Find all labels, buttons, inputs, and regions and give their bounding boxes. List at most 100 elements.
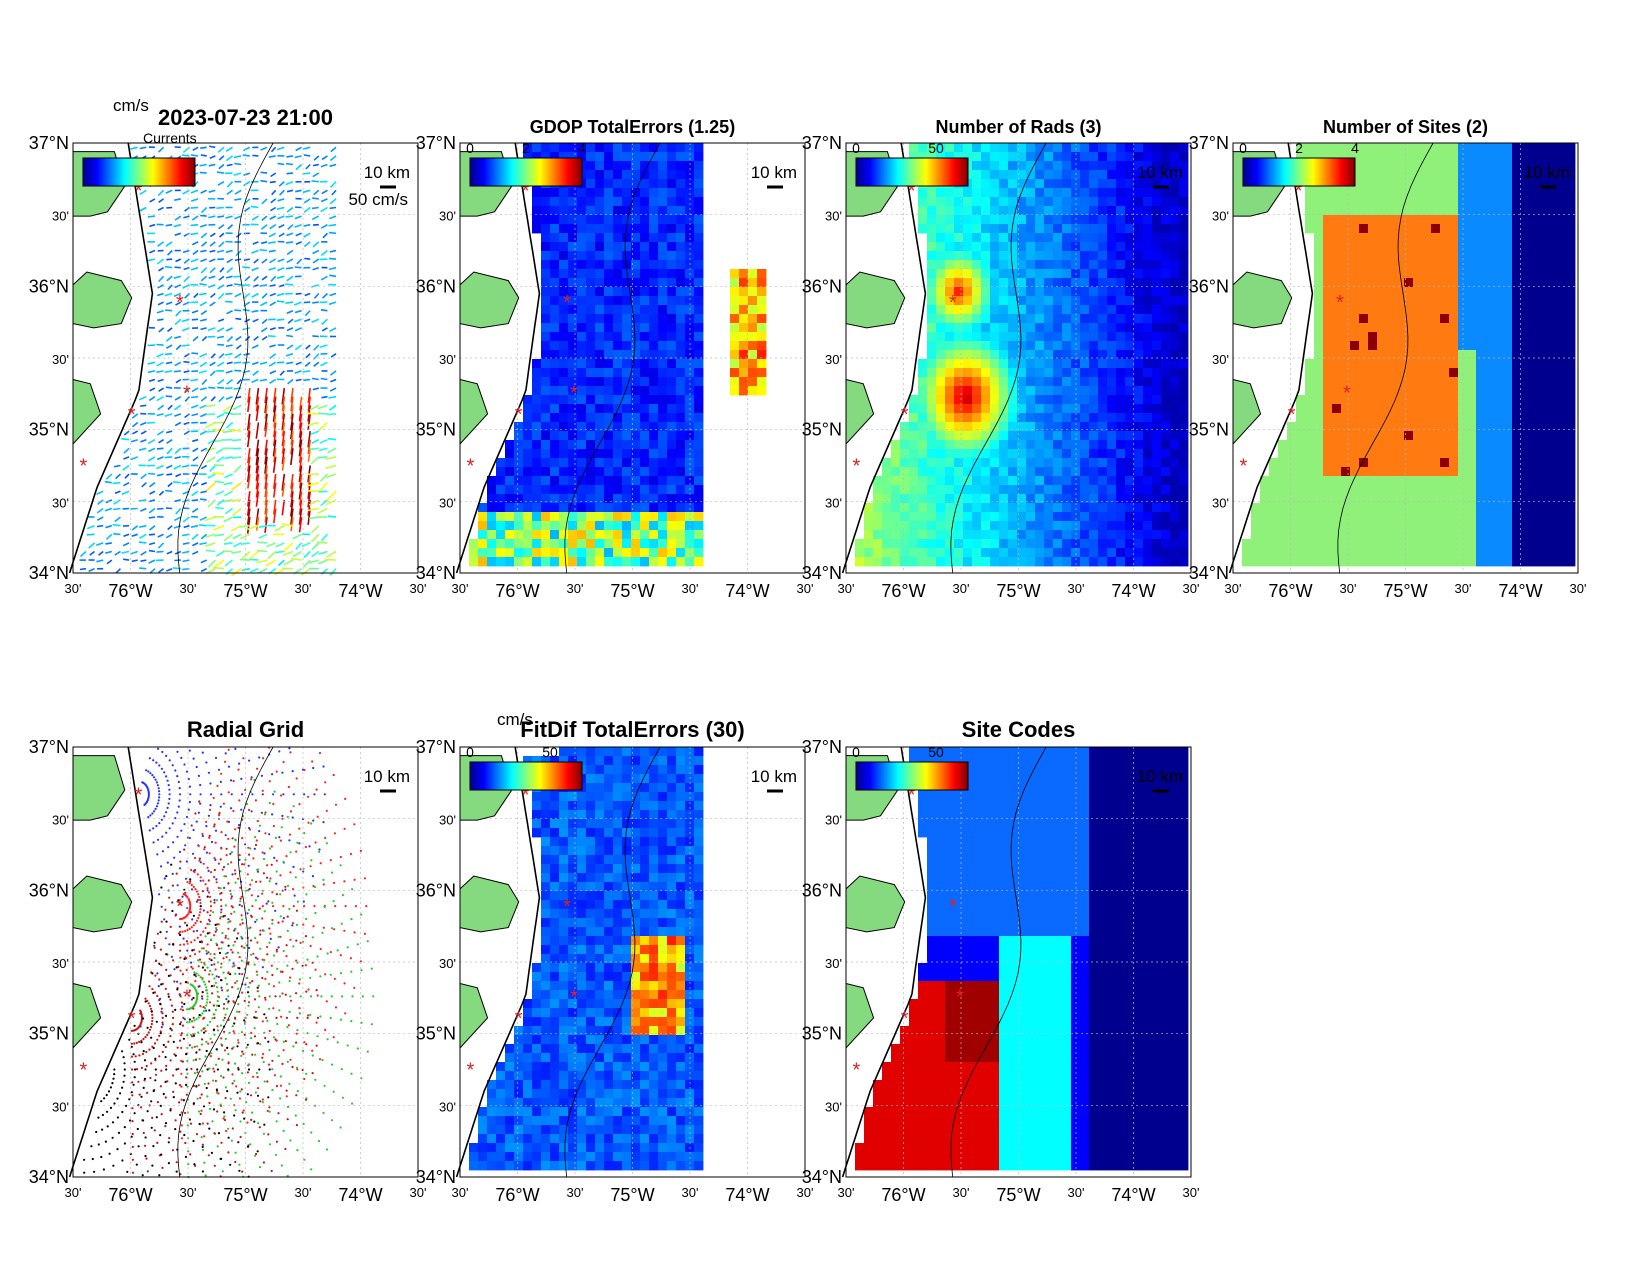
current-vector: [174, 335, 182, 339]
data-cell: [1170, 332, 1180, 342]
current-vector: [88, 542, 96, 549]
data-cell: [1332, 485, 1342, 495]
data-cell: [649, 485, 659, 495]
data-cell: [559, 215, 569, 225]
data-cell: [1395, 287, 1405, 297]
data-cell: [1521, 305, 1531, 315]
data-cell: [622, 377, 632, 387]
data-cell: [945, 485, 955, 495]
data-cell: [1431, 557, 1441, 567]
data-cell: [855, 548, 865, 558]
data-cell: [1440, 440, 1450, 450]
data-cell: [1044, 260, 1054, 270]
data-cell: [954, 188, 964, 198]
data-cell: [613, 197, 623, 207]
data-cell: [541, 305, 551, 315]
data-cell: [1431, 206, 1441, 216]
data-cell: [1359, 431, 1369, 441]
data-cell: [496, 548, 506, 558]
data-cell: [1116, 368, 1126, 378]
data-cell: [487, 485, 497, 495]
current-vector: [233, 172, 242, 176]
data-cell: [1323, 350, 1333, 360]
data-cell: [1323, 323, 1333, 333]
data-cell: [1269, 557, 1279, 567]
current-vector: [293, 318, 302, 323]
data-cell: [1107, 449, 1117, 459]
data-cell: [1503, 539, 1513, 549]
data-cell: [1314, 215, 1324, 225]
data-cell: [478, 512, 488, 522]
data-cell: [918, 197, 928, 207]
data-cell: [1386, 233, 1396, 243]
data-cell: [1089, 323, 1099, 333]
current-vector: [239, 533, 251, 540]
data-cell: [523, 413, 533, 423]
data-cell: [1539, 323, 1549, 333]
data-cell: [577, 359, 587, 369]
data-cell: [990, 485, 1000, 495]
data-cell: [1494, 440, 1504, 450]
data-cell: [1521, 377, 1531, 387]
data-cell: [1521, 341, 1531, 351]
data-cell: [999, 188, 1009, 198]
data-cell: [1260, 530, 1270, 540]
data-cell: [523, 557, 533, 567]
data-cell: [1359, 287, 1369, 297]
data-cell: [945, 512, 955, 522]
data-cell: [676, 278, 686, 288]
data-cell: [1296, 152, 1306, 162]
current-vector: [248, 550, 259, 560]
data-cell: [1287, 530, 1297, 540]
data-cell: [1386, 422, 1396, 432]
data-cell: [550, 305, 560, 315]
data-cell: [1530, 305, 1540, 315]
data-cell: [1062, 215, 1072, 225]
data-cell: [667, 359, 677, 369]
data-cell: [909, 431, 919, 441]
data-cell: [1521, 530, 1531, 540]
data-cell: [658, 449, 668, 459]
data-cell: [559, 422, 569, 432]
data-cell: [990, 359, 1000, 369]
data-cell: [873, 530, 883, 540]
data-cell: [1395, 395, 1405, 405]
data-cell: [1053, 206, 1063, 216]
data-cell: [981, 404, 991, 414]
data-cell: [649, 269, 659, 279]
data-cell: [1062, 170, 1072, 180]
data-cell: [1476, 269, 1486, 279]
data-cell: [1431, 539, 1441, 549]
data-cell: [1305, 521, 1315, 531]
data-cell: [1386, 314, 1396, 324]
data-cell: [1179, 179, 1189, 189]
current-vector: [200, 421, 207, 424]
data-cell: [891, 557, 901, 567]
data-cell: [936, 260, 946, 270]
data-cell: [999, 332, 1009, 342]
data-cell: [927, 467, 937, 477]
data-cell: [1098, 386, 1108, 396]
data-cell: [559, 449, 569, 459]
data-cell: [676, 206, 686, 216]
data-cell: [1035, 557, 1045, 567]
data-cell: [1071, 503, 1081, 513]
data-cell: [1395, 440, 1405, 450]
data-cell: [1242, 539, 1252, 549]
data-cell: [963, 530, 973, 540]
current-vector: [251, 215, 259, 221]
data-cell: [972, 314, 982, 324]
data-cell: [658, 404, 668, 414]
current-vector: [290, 499, 294, 517]
lat-tick-label: 35°N: [29, 420, 69, 440]
data-cell: [1116, 287, 1126, 297]
data-cell: [1359, 314, 1369, 324]
current-vector: [201, 335, 208, 342]
data-cell: [1413, 242, 1423, 252]
data-cell: [1386, 413, 1396, 423]
data-cell: [936, 494, 946, 504]
data-cell: [882, 539, 892, 549]
data-cell: [1485, 557, 1495, 567]
data-cell: [1323, 530, 1333, 540]
current-vector: [174, 318, 182, 326]
